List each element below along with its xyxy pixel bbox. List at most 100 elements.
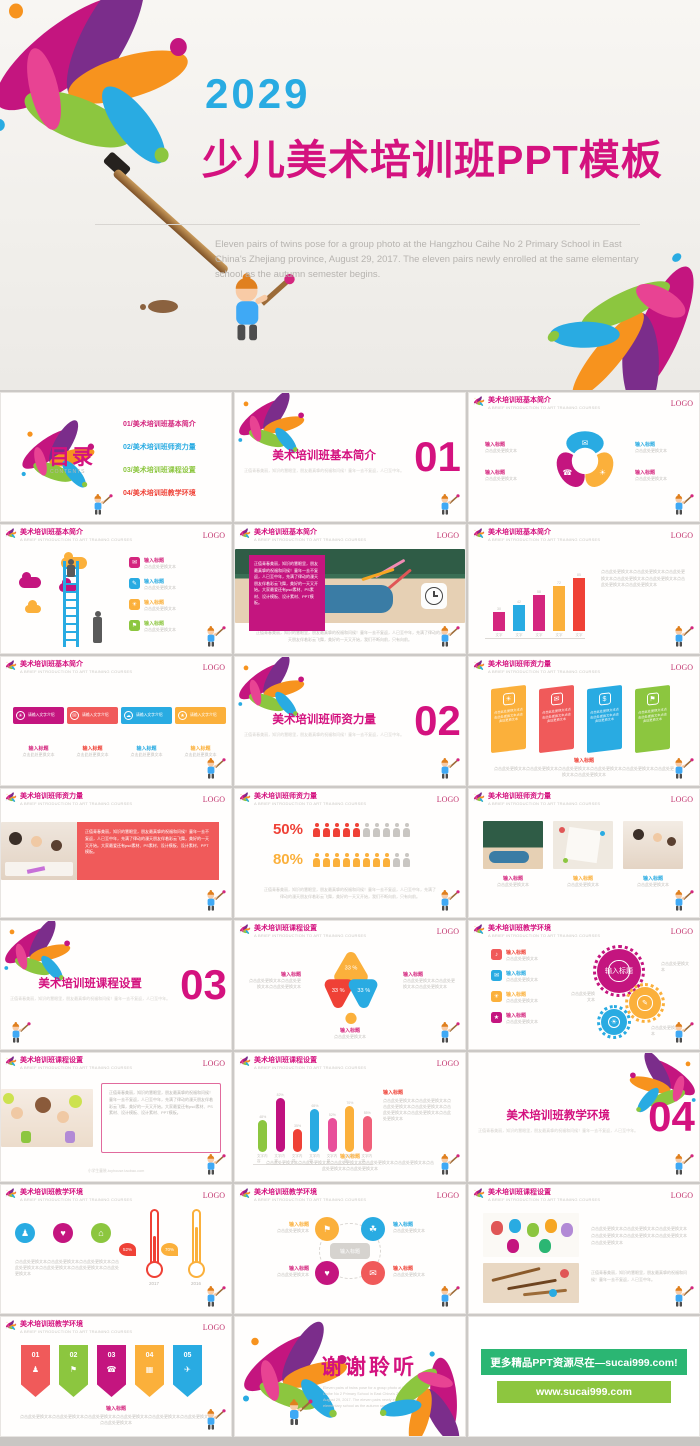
thumbs-up-icon: ♥ [53,1223,73,1243]
slide-section-01[interactable]: 美术培训班基本简介 正值青春美丽，知识的慧眼里，朋友最真挚的祝福和问候！童年一去… [234,392,466,522]
feature-list: ✉ 输入标题 点击此处更换文本 ✎ 输入标题 点击此处更换文本 ☀ 输入标题 点击此处… [129,557,176,641]
toc-item-2: 02/美术培训班师资力量 [123,444,196,451]
logo-text: LOGO [670,927,693,936]
pennant-04: 04 ▦ [135,1345,164,1397]
slide-course-photos[interactable]: 美术培训班课程设置 A BRIEF INTRODUCTION TO ART TR… [468,1184,700,1314]
label-right-top: 输入标题 点击此处更换文本 [635,442,667,453]
slide-thermometers[interactable]: 美术培训班教学环境 A BRIEF INTRODUCTION TO ART TR… [0,1184,232,1314]
caption-paragraph: 正值青春美丽，知识的慧眼里，朋友最真挚的祝福和问候！童年一去不复返，人已至中年，… [256,630,444,642]
slide-title: 美术培训班课程设置 [20,1057,83,1064]
logo-text: LOGO [670,1191,693,1200]
quad-label: 输入标题 点击此处更换文本 [277,1222,309,1233]
slide-banner-list[interactable]: 美术培训班基本简介 A BRIEF INTRODUCTION TO ART TR… [0,656,232,786]
flag-text: 点击此处更换文本点击此处更换文本点击此处更换文本 [590,707,619,724]
gear-note: 点击此处更换文本 [651,1025,679,1036]
pictogram-row: 80% [265,851,410,868]
logo-text: LOGO [670,663,693,672]
pin-icon: ♥ [315,1261,339,1285]
red-text-box: 正值青春美丽，知识的慧眼里，朋友最真挚的祝福和问候！童年一去不复返，人已至中年，… [77,822,219,880]
bar: 70% 文字内容 [344,1100,355,1163]
logo-text: LOGO [202,531,225,540]
slide-gears[interactable]: 美术培训班教学环境 A BRIEF INTRODUCTION TO ART TR… [468,920,700,1050]
leaf-icon: ☘ [361,1217,385,1241]
petal-label-left: 输入标题 点击此处更换文本点击此处更换文本点击此处更换文本 [249,972,301,989]
slide-title: 美术培训班师资力量 [488,793,551,800]
person-icon [373,852,380,867]
slide-petal-chart[interactable]: 美术培训班课程设置 A BRIEF INTRODUCTION TO ART TR… [234,920,466,1050]
phone-icon: ☎ [106,1365,117,1374]
slide-bar-chart[interactable]: 美术培训班基本简介 A BRIEF INTRODUCTION TO ART TR… [468,524,700,654]
slide-triangle-cycle[interactable]: 美术培训班基本简介 A BRIEF INTRODUCTION TO ART TR… [468,392,700,522]
promo-card: 更多精品PPT资源尽在—sucai999.com! www.sucai999.c… [468,1316,700,1437]
slide-number-pennants[interactable]: 美术培训班教学环境 A BRIEF INTRODUCTION TO ART TR… [0,1316,232,1437]
promo-url-link[interactable]: www.sucai999.com [497,1381,671,1403]
bar: 85 文字 [573,559,585,638]
person-icon [393,852,400,867]
child-painter-icon [674,757,694,780]
logo-text: LOGO [202,1323,225,1332]
slide-ladder-goals[interactable]: 美术培训班基本简介 A BRIEF INTRODUCTION TO ART TR… [0,524,232,654]
flags-footer: 输入标题 点击此处更换文本点击此处更换文本点击此处更换文本点击此处更换文本点击此… [494,758,674,777]
thanks-title: 谢谢聆听 [321,1356,417,1379]
kids-drawing-photo [1,822,77,880]
section-desc: 正值青春美丽，知识的慧眼里，朋友最真挚的祝福和问候！童年一去不复返，人已至中年。 [10,995,171,1001]
paint-splash-icon [5,1055,17,1067]
slide-title: 美术培训班课程设置 [488,1189,551,1196]
person-icon [333,852,340,867]
bar: 72 文字 [553,559,565,638]
pennant-03: 03 ☎ [97,1345,126,1397]
slide-title: 美术培训班基本简介 [488,529,551,536]
svg-text:☎: ☎ [563,468,573,477]
slide-title: 美术培训班课程设置 [254,925,317,932]
bar: 82% 文字内容 [274,1092,285,1163]
sun-icon: ☀ [129,599,140,610]
slide-flag-steps[interactable]: 美术培训班师资力量 A BRIEF INTRODUCTION TO ART TR… [468,656,700,786]
paint-splash-icon [473,923,485,935]
chat-icon: ✉ [361,1261,385,1285]
mom-kids-painted-hands-photo [1,1089,93,1147]
slide-pictogram[interactable]: 美术培训班师资力量 A BRIEF INTRODUCTION TO ART TR… [234,788,466,918]
toc-item-3: 03/美术培训班课程设置 [123,467,196,474]
slide-section-02[interactable]: 美术培训班师资力量 正值青春美丽，知识的慧眼里，朋友最真挚的祝福和问候！童年一去… [234,656,466,786]
art-supplies-photo [553,821,613,869]
promo-banner-link[interactable]: 更多精品PPT资源尽在—sucai999.com! [481,1349,687,1375]
bar: 58 文字 [533,559,545,638]
slide-section-03[interactable]: 美术培训班课程设置 正值青春美丽，知识的慧眼里，朋友最真挚的祝福和问候！童年一去… [0,920,232,1050]
bulb-icon: ☀ [16,711,25,720]
slide-three-photos[interactable]: 美术培训班师资力量 A BRIEF INTRODUCTION TO ART TR… [468,788,700,918]
person-icon [383,852,390,867]
speech-icon: ✉ [550,692,563,706]
chat-icon: ☀ [502,692,515,706]
child-painter-icon [440,1153,460,1176]
slide-photo-pencilcase[interactable]: 美术培训班基本简介 A BRIEF INTRODUCTION TO ART TR… [234,524,466,654]
logo-text: LOGO [670,399,693,408]
person-icon [333,822,340,837]
slide-subtitle-en: A BRIEF INTRODUCTION TO ART TRAINING COU… [254,1065,367,1070]
slide-photo-mom[interactable]: 美术培训班课程设置 A BRIEF INTRODUCTION TO ART TR… [0,1052,232,1182]
logo-text: LOGO [436,927,459,936]
slide-title: 美术培训班师资力量 [254,793,317,800]
slide-title: 美术培训班师资力量 [20,793,83,800]
slide-subtitle-en: A BRIEF INTRODUCTION TO ART TRAINING COU… [254,1197,367,1202]
person-icon [353,822,360,837]
slide-thanks[interactable]: 谢谢聆听 Eleven pairs of twins pose for a gr… [234,1316,466,1437]
family-drawing-photo [623,821,683,869]
book-icon: ✎ [129,578,140,589]
bar: 52% 文字内容 [326,1112,338,1163]
bar: 65% 文字内容 [309,1104,320,1163]
slide-toc[interactable]: 目录 CONTENTS 01/美术培训班基本简介 02/美术培训班师资力量 03… [0,392,232,522]
slide-photo-redbox[interactable]: 美术培训班师资力量 A BRIEF INTRODUCTION TO ART TR… [0,788,232,918]
bell-icon: ♪ [491,949,502,960]
toc-list: 01/美术培训班基本简介 02/美术培训班师资力量 03/美术培训班课程设置 0… [123,419,196,511]
paint-splash-icon [473,791,485,803]
slide-section-04[interactable]: 美术培训班教学环境 正值青春美丽，知识的慧眼里，朋友最真挚的祝福和问候！童年一去… [468,1052,700,1182]
paint-splash-graphic [524,224,700,390]
person-icon [323,852,330,867]
banner-label: 请输入文字介绍 [28,713,55,718]
slide-quad-circles[interactable]: 美术培训班教学环境 A BRIEF INTRODUCTION TO ART TR… [234,1184,466,1314]
child-painter-icon [674,493,694,516]
slide-subtitle-en: A BRIEF INTRODUCTION TO ART TRAINING COU… [20,1197,133,1202]
paint-splash-icon [473,659,485,671]
slide-rounded-bars[interactable]: 美术培训班课程设置 A BRIEF INTRODUCTION TO ART TR… [234,1052,466,1182]
